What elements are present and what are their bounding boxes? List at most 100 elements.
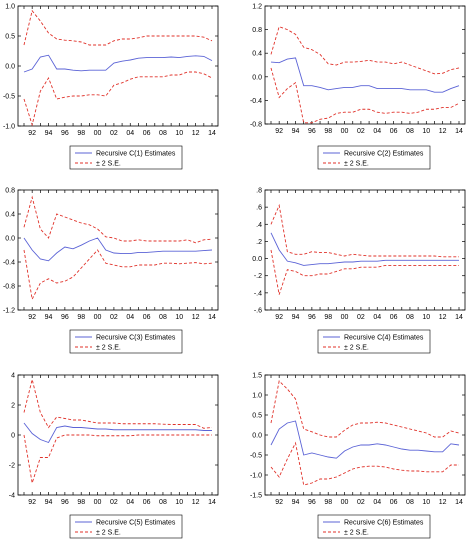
y-tick-label: -.2 <box>254 273 262 280</box>
x-tick-label: 02 <box>357 314 365 321</box>
estimate-line <box>270 232 459 266</box>
x-tick-label: 92 <box>28 499 36 506</box>
x-tick-label: 10 <box>175 499 183 506</box>
y-tick-label: -2 <box>9 463 15 470</box>
x-tick-label: 92 <box>275 499 283 506</box>
x-tick-label: 12 <box>192 314 200 321</box>
chart-panel-6: -1.5 -1.0 -0.5 0.0 0.5 1.0 1.5 92 94 96 98 00 02 04 06… <box>250 373 466 539</box>
x-tick-label: 04 <box>126 130 134 137</box>
x-tick-label: 12 <box>439 314 447 321</box>
x-tick-label: 94 <box>45 314 53 321</box>
y-tick-label: .8 <box>256 188 262 195</box>
estimate-line <box>23 237 213 262</box>
legend-label-estimate: Recursive C(5) Estimates <box>96 520 176 527</box>
se-lower-line <box>270 441 459 486</box>
y-tick-label: 0.5 <box>5 34 15 41</box>
x-tick-label: 98 <box>324 499 332 506</box>
y-tick-label: -1.5 <box>250 493 262 500</box>
x-tick-label: 08 <box>406 128 414 135</box>
y-tick-label: 0.8 <box>5 188 15 195</box>
x-tick-label: 96 <box>308 128 316 135</box>
legend-box <box>317 329 431 354</box>
estimate-line <box>23 422 212 444</box>
y-tick-label: 0.8 <box>252 27 262 34</box>
x-tick-label: 08 <box>159 314 167 321</box>
chart-panel-2: -0.8 -0.4 0.0 0.4 0.8 1.2 92 94 96 98 00 02 04 06 08 10… <box>250 4 466 170</box>
legend: Recursive C(5) Estimates ± 2 S.E. <box>69 514 183 539</box>
legend-label-estimate: Recursive C(3) Estimates <box>96 335 176 342</box>
plot-frame <box>17 189 219 311</box>
y-tick-label: 0.0 <box>252 74 262 81</box>
y-tick-label: 0.4 <box>252 51 262 58</box>
legend: Recursive C(6) Estimates ± 2 S.E. <box>317 514 431 539</box>
x-tick-label: 92 <box>275 314 283 321</box>
x-tick-label: 12 <box>439 128 447 135</box>
chart-panel-3: -1.2 -0.8 -0.4 0.0 0.4 0.8 92 94 96 98 00 02 04 06 08 1… <box>3 188 219 354</box>
legend-label-se: ± 2 S.E. <box>344 161 369 168</box>
legend-box <box>317 145 431 170</box>
x-tick-label: 00 <box>94 499 102 506</box>
x-tick-label: 04 <box>126 314 134 321</box>
estimate-line <box>23 54 213 73</box>
y-tick-label: 1.0 <box>5 4 15 11</box>
y-tick-label: 0.0 <box>5 236 15 243</box>
estimate-line <box>270 420 460 459</box>
x-tick-label: 96 <box>61 130 69 137</box>
legend-label-se: ± 2 S.E. <box>96 345 121 352</box>
x-tick-label: 02 <box>357 128 365 135</box>
x-tick-label: 96 <box>61 499 69 506</box>
se-lower-line <box>23 249 213 301</box>
x-tick-label: 96 <box>308 499 316 506</box>
x-tick-label: 06 <box>390 314 398 321</box>
legend-label-estimate: Recursive C(2) Estimates <box>344 151 424 158</box>
x-tick-label: 06 <box>143 314 151 321</box>
x-tick-label: 14 <box>208 499 216 506</box>
x-tick-label: 08 <box>406 314 414 321</box>
y-tick-label: 2 <box>11 403 15 410</box>
x-tick-label: 94 <box>45 499 53 506</box>
legend-label-estimate: Recursive C(6) Estimates <box>344 520 424 527</box>
x-tick-label: 10 <box>422 499 430 506</box>
se-upper-line <box>270 203 459 258</box>
y-tick-label: -.4 <box>254 290 262 297</box>
y-tick-label: -4 <box>9 493 15 500</box>
y-tick-label: .2 <box>256 239 262 246</box>
se-lower-line <box>270 67 460 124</box>
se-lower-line <box>23 71 213 127</box>
y-tick-label: 0.0 <box>252 256 262 263</box>
x-tick-label: 14 <box>455 128 463 135</box>
x-tick-label: 02 <box>110 130 118 137</box>
plot-frame <box>17 5 219 127</box>
x-tick-label: 06 <box>390 499 398 506</box>
x-tick-label: 00 <box>94 314 102 321</box>
x-tick-label: 10 <box>175 130 183 137</box>
x-tick-label: 98 <box>77 314 85 321</box>
y-tick-label: 1.2 <box>252 4 262 11</box>
y-tick-label: 4 <box>11 373 15 380</box>
x-tick-label: 04 <box>373 499 381 506</box>
y-tick-label: -1.0 <box>3 124 15 131</box>
chart-panel-1: -1.0 -0.5 0.0 0.5 1.0 92 94 96 98 00 02 04 06 08 10 12 1… <box>3 4 219 170</box>
y-tick-label: 0.5 <box>252 413 262 420</box>
se-lower-line <box>23 434 212 484</box>
estimate-line <box>270 57 460 93</box>
legend: Recursive C(4) Estimates ± 2 S.E. <box>317 329 431 354</box>
x-tick-label: 92 <box>28 130 36 137</box>
y-tick-label: .6 <box>256 205 262 212</box>
legend-label-estimate: Recursive C(4) Estimates <box>344 335 424 342</box>
x-tick-label: 12 <box>192 499 200 506</box>
x-tick-label: 06 <box>390 128 398 135</box>
x-tick-label: 10 <box>422 314 430 321</box>
legend: Recursive C(1) Estimates ± 2 S.E. <box>69 145 183 170</box>
x-tick-label: 00 <box>341 314 349 321</box>
legend-label-estimate: Recursive C(1) Estimates <box>96 151 176 158</box>
y-tick-label: -1.2 <box>3 308 15 315</box>
y-tick-label: -0.5 <box>250 453 262 460</box>
se-upper-line <box>23 195 213 244</box>
x-tick-label: 10 <box>422 128 430 135</box>
legend-label-se: ± 2 S.E. <box>96 161 121 168</box>
x-tick-label: 00 <box>341 499 349 506</box>
x-tick-label: 98 <box>77 499 85 506</box>
